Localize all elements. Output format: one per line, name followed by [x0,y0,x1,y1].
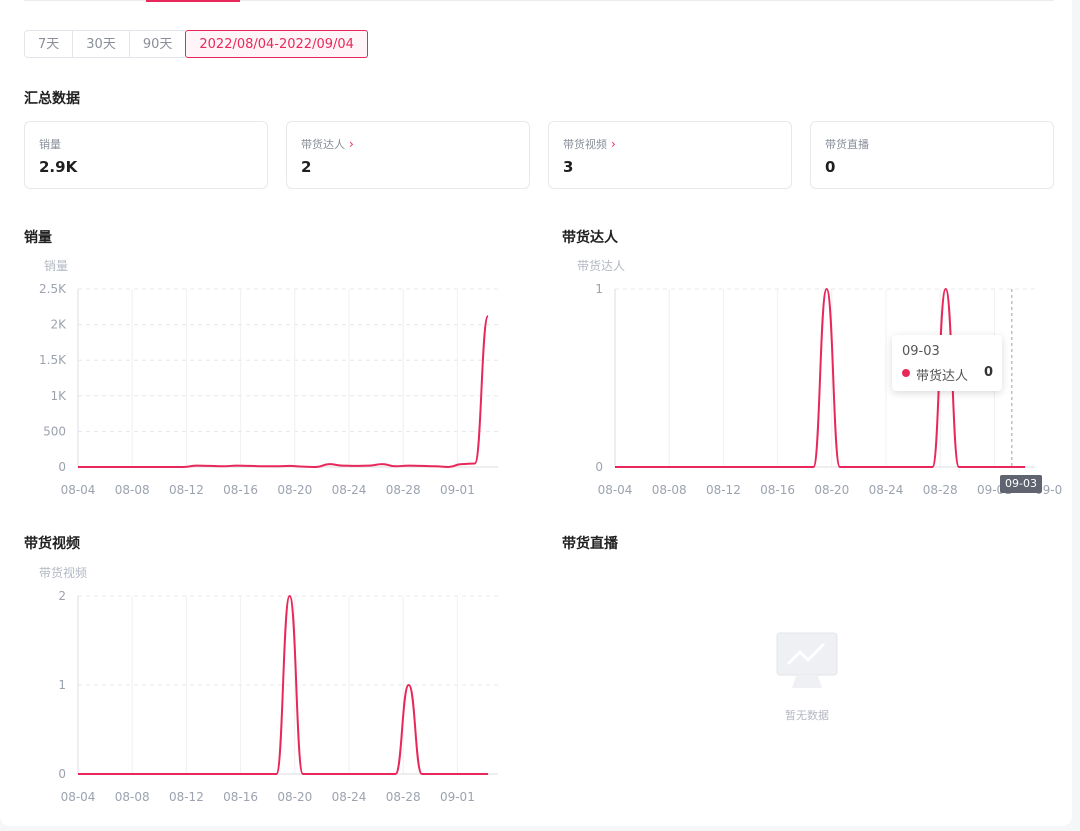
x-tick-label: 08-16 [223,483,258,497]
series-line [77,315,490,469]
x-tick-label: 08-16 [223,790,258,804]
chevron-right-icon[interactable]: › [349,137,354,151]
series-dot-icon [902,369,910,377]
chart-tooltip: 09-03 带货达人 0 [892,335,1002,391]
empty-state-text: 暂无数据 [785,709,829,722]
y-tick-label: 0 [58,767,66,781]
live-chart-title: 带货直播 [562,536,618,552]
x-tick-label: 08-08 [115,790,150,804]
tooltip-series-name: 带货达人 [916,369,969,384]
y-axis-name: 销量 [44,259,68,273]
series-line [614,287,1026,469]
x-tick-label: 08-12 [706,483,741,497]
range-30d-button[interactable]: 30天 [72,30,129,58]
y-tick-label: 1 [58,678,66,692]
axis-pointer-label: 09-03 [1000,475,1042,493]
y-tick-label: 1K [50,389,67,403]
live-card-label: 带货直播 [825,138,869,151]
x-tick-label: 09-01 [440,790,475,804]
x-tick-label: 08-20 [277,483,312,497]
y-tick-label: 1.5K [39,353,67,367]
sales-card: 销量 2.9K [24,121,268,189]
tooltip-date: 09-03 [902,344,940,359]
videos-card-value: 3 [563,158,574,176]
empty-chart-icon [776,632,838,688]
x-tick-label: 08-24 [332,483,367,497]
x-tick-label: 08-24 [869,483,904,497]
range-7d-button[interactable]: 7天 [24,30,73,58]
creators-card-value: 2 [301,158,312,176]
tooltip-value: 0 [984,365,994,380]
x-tick-label: 09-01 [440,483,475,497]
summary-title: 汇总数据 [24,91,80,107]
x-tick-label: 08-16 [760,483,795,497]
creators-chart-title: 带货达人 [562,230,618,246]
sales-card-value: 2.9K [39,158,78,176]
x-tick-label: 08-28 [386,483,421,497]
x-tick-label: 08-08 [652,483,687,497]
live-card-value: 0 [825,158,836,176]
tab-divider [24,0,1054,1]
x-tick-label: 08-04 [61,790,96,804]
creators-card[interactable]: 带货达人 › 2 [286,121,530,189]
y-tick-label: 500 [43,424,66,438]
sales-card-label: 销量 [39,138,61,151]
y-tick-label: 1 [595,282,603,296]
y-axis-name: 带货达人 [577,258,625,273]
y-tick-label: 0 [58,460,66,474]
videos-card[interactable]: 带货视频 › 3 [548,121,792,189]
x-tick-label: 08-24 [332,790,367,804]
live-card: 带货直播 0 [810,121,1054,189]
y-tick-label: 2.5K [39,282,67,296]
y-axis-name: 带货视频 [39,565,87,580]
x-tick-label: 08-28 [386,790,421,804]
active-tab-indicator [146,0,240,2]
custom-range-button[interactable]: 2022/08/04-2022/09/04 [185,30,368,58]
x-tick-label: 08-28 [923,483,958,497]
y-tick-label: 2K [50,318,67,332]
y-tick-label: 2 [58,589,66,603]
sales-chart-title: 销量 [24,230,52,246]
date-range-selector: 7天 30天 90天 2022/08/04-2022/09/04 [24,30,368,58]
series-line [77,594,489,776]
x-tick-label: 08-20 [277,790,312,804]
y-tick-label: 0 [595,460,603,474]
x-tick-label: 08-04 [61,483,96,497]
videos-card-label[interactable]: 带货视频 › [563,137,616,151]
x-tick-label: 08-04 [598,483,633,497]
x-tick-label: 08-20 [814,483,849,497]
x-tick-label: 08-08 [115,483,150,497]
range-90d-button[interactable]: 90天 [128,30,186,58]
chevron-right-icon[interactable]: › [611,137,616,151]
x-tick-label: 08-12 [169,483,204,497]
x-tick-label: 08-12 [169,790,204,804]
creators-card-label[interactable]: 带货达人 › [301,137,354,151]
videos-chart-title: 带货视频 [24,536,80,552]
